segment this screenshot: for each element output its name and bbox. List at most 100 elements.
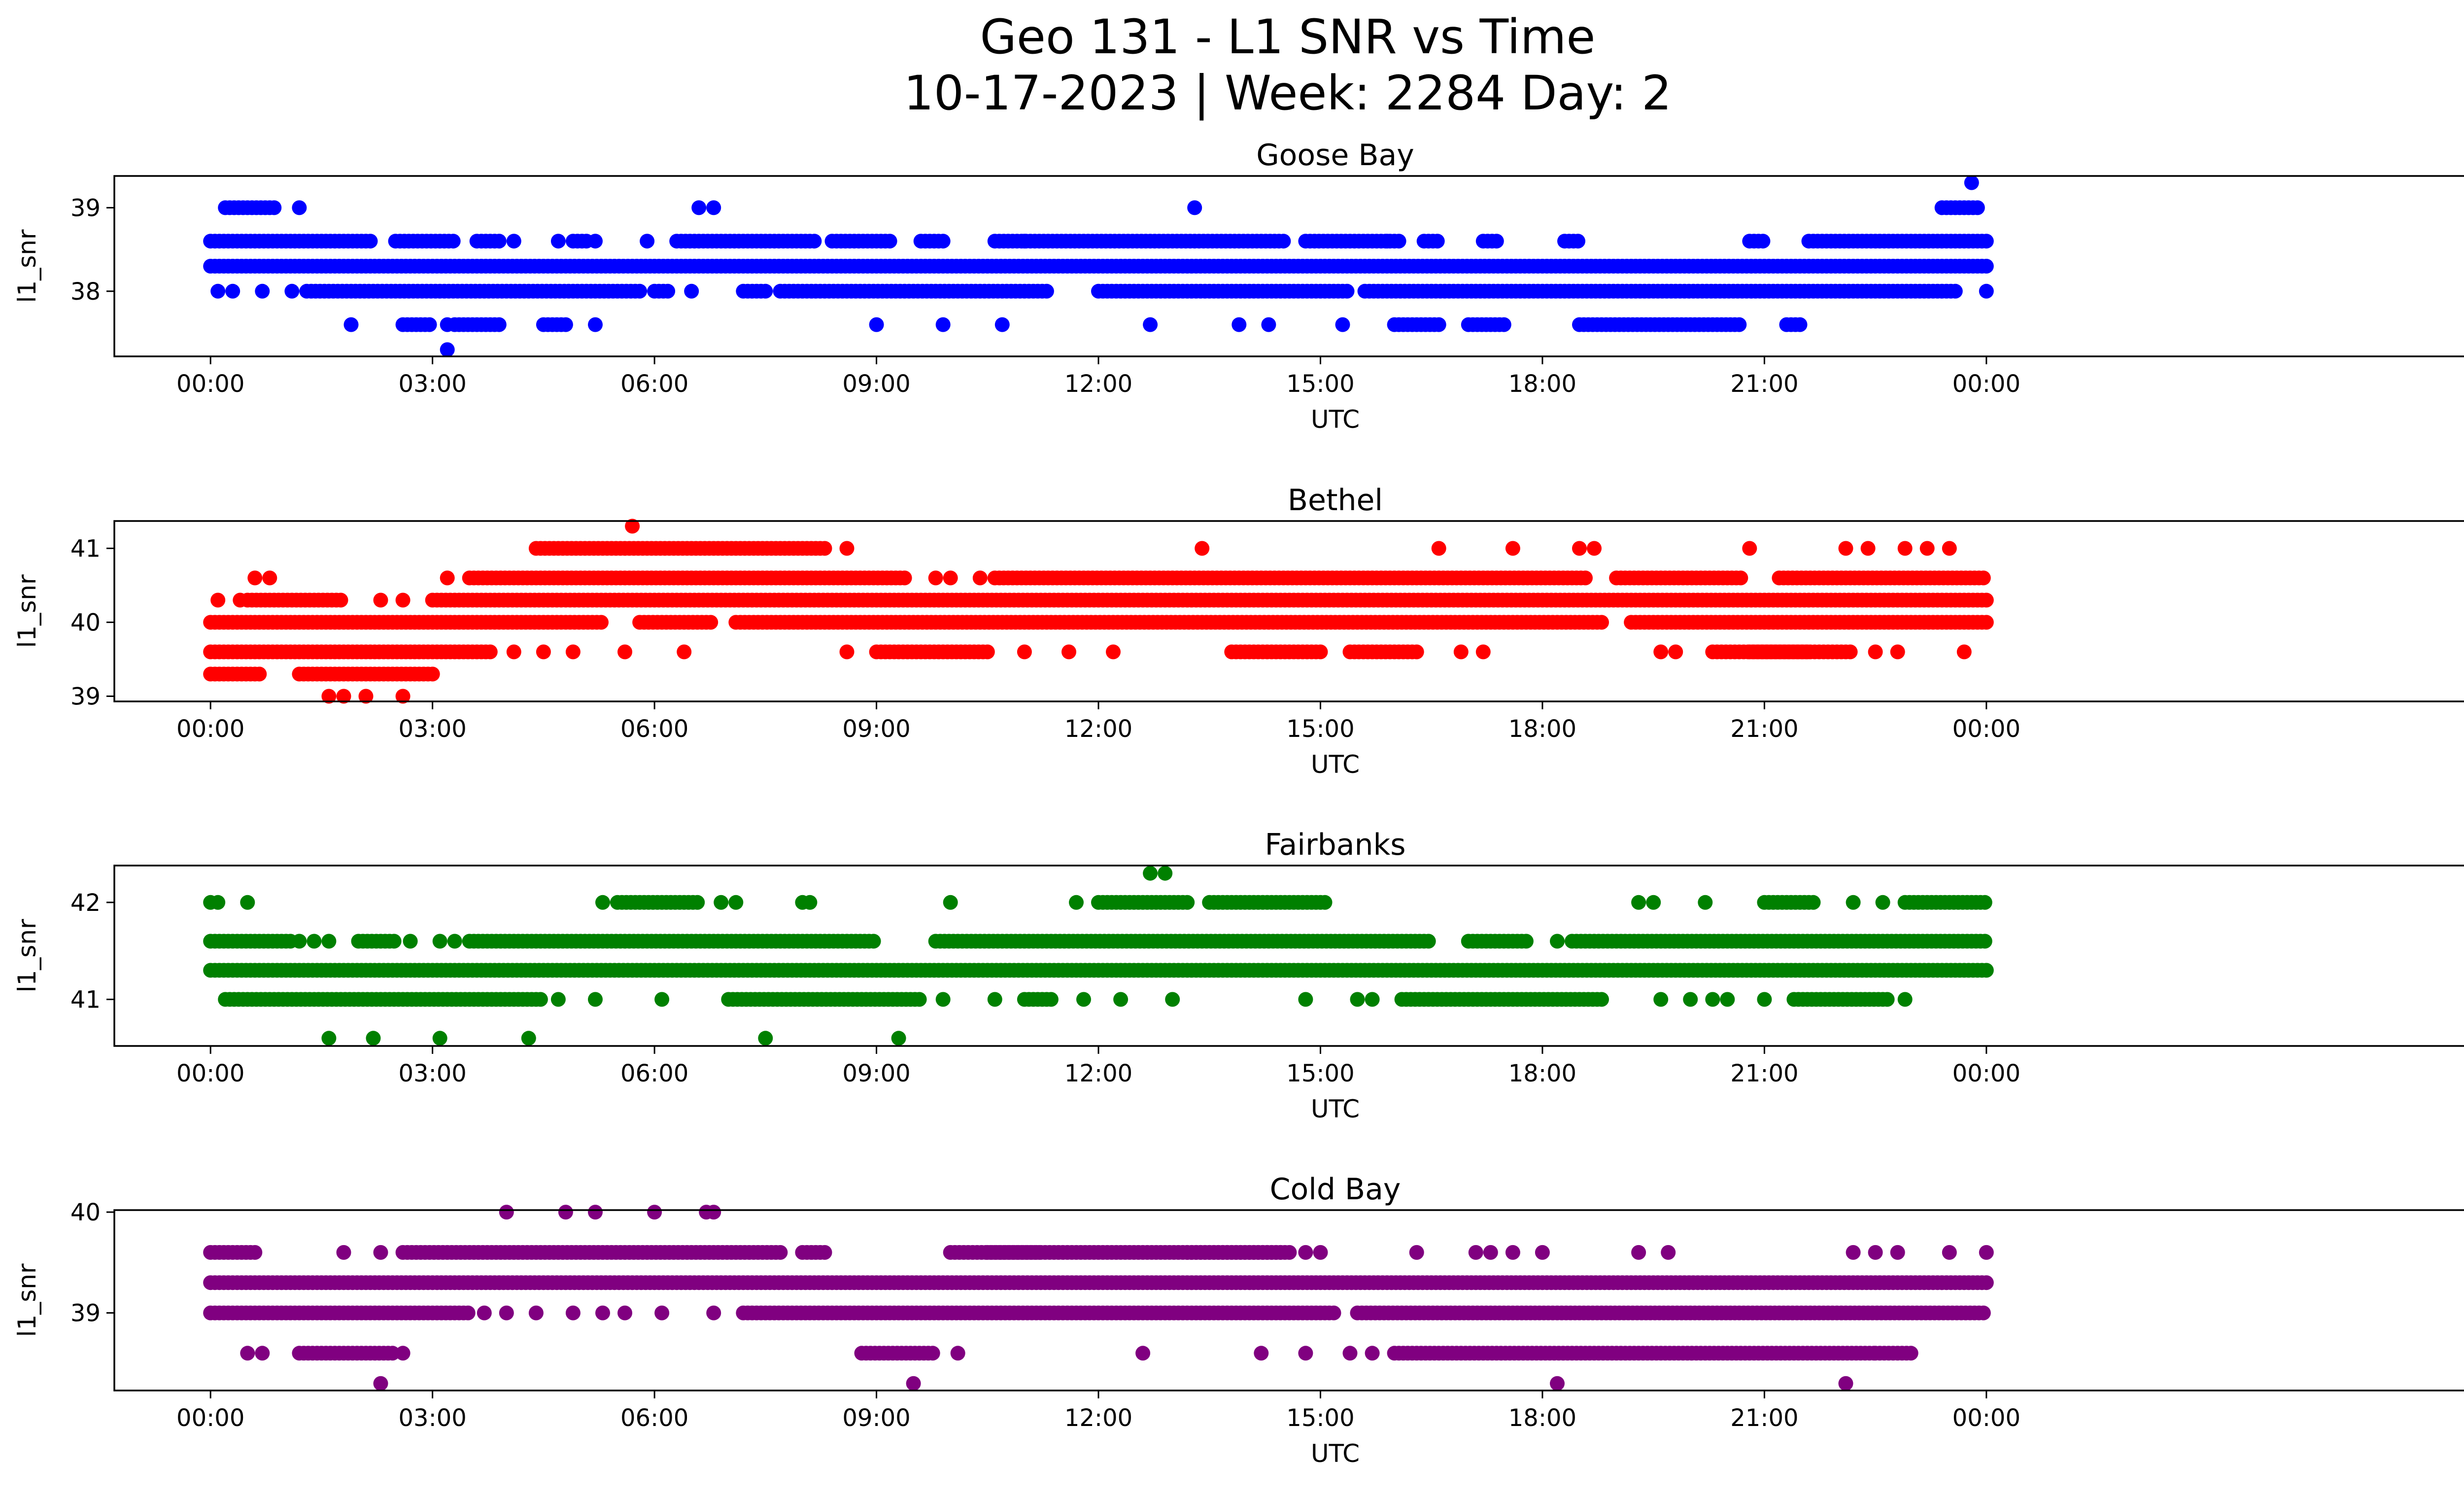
data-point: [1806, 895, 1821, 910]
data-point: [1977, 934, 1992, 949]
panel-title: Bethel: [1288, 483, 1383, 518]
data-point: [1391, 234, 1406, 249]
data-point: [706, 1305, 721, 1321]
y-tick-label: 39: [70, 683, 101, 711]
data-point: [1897, 541, 1913, 556]
data-point: [1017, 644, 1032, 660]
y-axis-label: l1_snr: [13, 919, 41, 992]
data-point: [363, 234, 378, 249]
plot-frame: [113, 1209, 2464, 1391]
data-point: [1979, 234, 1994, 249]
data-point: [802, 895, 818, 910]
data-point: [210, 895, 226, 910]
x-tick-label: 21:00: [1730, 715, 1798, 743]
data-point: [284, 283, 300, 299]
data-point: [321, 934, 337, 949]
data-point: [1298, 1245, 1313, 1260]
data-point: [1069, 895, 1084, 910]
x-tick-label: 03:00: [398, 1404, 466, 1432]
points-group: [203, 175, 1994, 357]
data-point: [1261, 317, 1276, 332]
data-point: [950, 1346, 965, 1361]
data-point: [247, 1245, 263, 1260]
data-point: [1158, 866, 1173, 881]
data-point: [588, 992, 603, 1007]
data-point: [1298, 992, 1313, 1007]
data-point: [386, 934, 402, 949]
data-point: [373, 1376, 388, 1391]
data-point: [440, 317, 455, 332]
data-point: [677, 644, 692, 660]
data-point: [395, 592, 411, 608]
data-point: [866, 934, 881, 949]
data-point: [1653, 992, 1669, 1007]
data-point: [1313, 644, 1328, 660]
data-point: [1755, 234, 1771, 249]
y-axis-label: l1_snr: [13, 229, 41, 303]
data-point: [728, 895, 744, 910]
x-tick-label: 03:00: [398, 1060, 466, 1087]
data-point: [1897, 992, 1913, 1007]
data-point: [1317, 895, 1333, 910]
x-tick-label: 00:00: [1952, 1060, 2020, 1087]
data-point: [897, 570, 912, 586]
data-point: [807, 234, 822, 249]
data-point: [550, 992, 566, 1007]
data-point: [1594, 615, 1609, 630]
data-point: [536, 644, 551, 660]
data-point: [1578, 570, 1593, 586]
data-point: [1594, 992, 1609, 1007]
y-tick-label: 39: [70, 194, 101, 222]
x-tick-label: 09:00: [842, 1404, 910, 1432]
data-point: [928, 570, 943, 586]
data-point: [706, 200, 721, 215]
data-point: [714, 895, 729, 910]
data-point: [1846, 1245, 1861, 1260]
x-axis-label: UTC: [1311, 1095, 1360, 1123]
data-point: [1143, 866, 1158, 881]
data-point: [1979, 283, 1994, 299]
data-point: [1409, 1245, 1424, 1260]
x-axis-label: UTC: [1311, 1439, 1360, 1468]
data-point: [588, 317, 603, 332]
data-point: [1956, 644, 1972, 660]
data-point: [550, 234, 566, 249]
data-point: [491, 234, 507, 249]
data-point: [839, 541, 855, 556]
data-point: [499, 1205, 514, 1220]
data-point: [1653, 644, 1669, 660]
data-point: [1421, 934, 1436, 949]
data-point: [565, 644, 581, 660]
data-point: [882, 234, 897, 249]
data-point: [1979, 259, 1994, 274]
data-point: [1326, 1305, 1341, 1321]
data-point: [1282, 1245, 1297, 1260]
data-point: [758, 283, 773, 299]
data-point: [1017, 234, 1032, 249]
data-point: [528, 1305, 544, 1321]
data-point: [343, 317, 359, 332]
data-point: [1646, 895, 1661, 910]
data-point: [1431, 541, 1446, 556]
data-point: [1409, 644, 1424, 660]
x-tick-label: 09:00: [842, 715, 910, 743]
data-point: [1379, 234, 1395, 249]
data-point: [432, 1031, 447, 1046]
data-point: [1890, 1245, 1905, 1260]
y-tick-label: 40: [70, 1199, 101, 1226]
x-axis-label: UTC: [1311, 405, 1360, 434]
data-point: [906, 1376, 921, 1391]
data-point: [1550, 934, 1565, 949]
data-point: [1254, 1346, 1269, 1361]
data-point: [336, 1245, 351, 1260]
data-point: [255, 1346, 270, 1361]
data-point: [1705, 992, 1720, 1007]
data-point: [1335, 317, 1350, 332]
data-point: [1843, 644, 1858, 660]
data-point: [373, 592, 388, 608]
data-point: [632, 283, 648, 299]
